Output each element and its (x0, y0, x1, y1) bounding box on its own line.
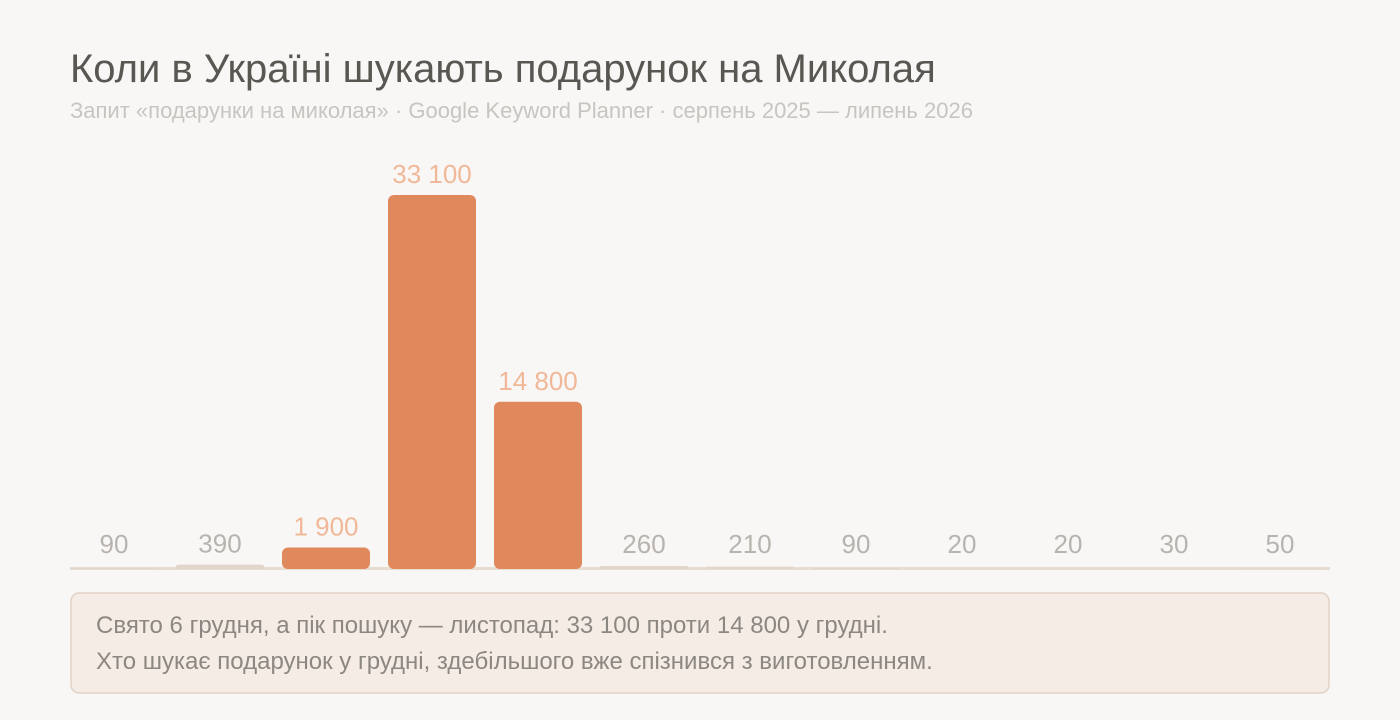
value-label: 20 (948, 529, 977, 559)
baseline (70, 567, 1330, 570)
bar (176, 564, 264, 569)
bar (706, 566, 794, 569)
annotation-line: Хто шукає подарунок у грудні, здебільшог… (96, 648, 933, 675)
value-label: 90 (842, 529, 871, 559)
annotation-line: Свято 6 грудня, а пік пошуку — листопад:… (96, 612, 888, 639)
value-label: 50 (1266, 529, 1295, 559)
value-label: 260 (622, 529, 665, 559)
bar (1236, 568, 1324, 569)
bar (282, 547, 370, 569)
chart-title: Коли в Україні шукають подарунок на Мико… (70, 47, 936, 91)
bars: 90 390 1 900 33 100 14 800 260 210 90 20 20 30 50 (70, 159, 1324, 569)
bar (388, 195, 476, 569)
value-label: 14 800 (498, 366, 578, 396)
bar (812, 567, 900, 569)
bar (494, 401, 582, 569)
bar (600, 566, 688, 569)
value-label: 210 (728, 529, 771, 559)
value-label: 20 (1054, 529, 1083, 559)
value-label: 33 100 (392, 159, 472, 189)
value-label: 90 (100, 529, 129, 559)
value-label: 30 (1160, 529, 1189, 559)
value-label: 1 900 (293, 512, 358, 542)
bar (70, 567, 158, 569)
chart-subtitle: Запит «подарунки на миколая» · Google Ke… (70, 98, 973, 123)
annotation-box (70, 592, 1330, 694)
value-label: 390 (198, 529, 241, 559)
